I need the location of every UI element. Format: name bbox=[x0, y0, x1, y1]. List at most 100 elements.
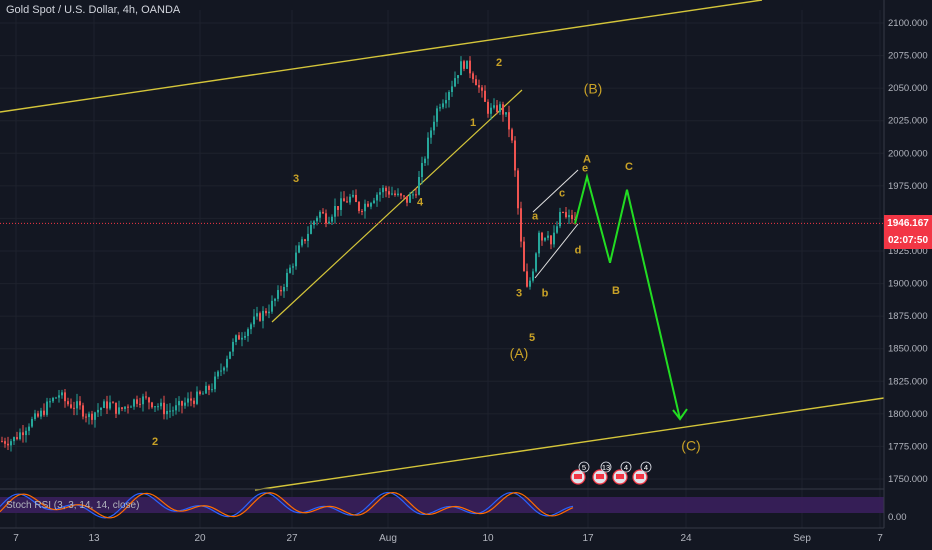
candle-112 bbox=[337, 205, 339, 217]
wave-label-17: (C) bbox=[681, 437, 700, 453]
time-axis[interactable]: 7 13 20 27 Aug 10 17 24 Sep 7 bbox=[0, 527, 932, 550]
candle-11 bbox=[34, 409, 36, 421]
candle-136 bbox=[409, 192, 411, 203]
candle-50 bbox=[151, 401, 153, 409]
chart-title: Gold Spot / U.S. Dollar, 4h, OANDA bbox=[6, 4, 181, 16]
price-tick-8: 1900.000 bbox=[888, 279, 928, 290]
candle-151 bbox=[454, 71, 456, 88]
svg-text:13: 13 bbox=[602, 463, 610, 472]
candle-154 bbox=[463, 59, 465, 72]
projection-arrowhead bbox=[672, 408, 688, 421]
candle-38 bbox=[115, 402, 117, 418]
stoch-rsi-panel bbox=[0, 488, 884, 519]
candle-170 bbox=[511, 127, 513, 144]
candle-23 bbox=[70, 398, 72, 409]
candle-172 bbox=[517, 168, 519, 215]
candle-39 bbox=[118, 400, 120, 415]
candle-35 bbox=[106, 395, 108, 414]
candle-178 bbox=[535, 252, 537, 273]
candle-150 bbox=[451, 80, 453, 97]
wave-label-11: d bbox=[575, 245, 582, 257]
candle-69 bbox=[208, 384, 210, 396]
candle-171 bbox=[514, 136, 516, 177]
time-tick-8: Sep bbox=[793, 533, 811, 544]
candle-88 bbox=[265, 308, 267, 316]
candle-103 bbox=[310, 220, 312, 235]
candle-61 bbox=[184, 397, 186, 409]
candle-27 bbox=[82, 402, 84, 420]
candle-106 bbox=[319, 210, 321, 223]
candle-72 bbox=[217, 370, 219, 380]
candle-10 bbox=[31, 416, 33, 428]
candle-56 bbox=[169, 403, 171, 418]
candle-81 bbox=[244, 331, 246, 340]
candle-148 bbox=[445, 92, 447, 109]
candle-183 bbox=[550, 234, 552, 250]
time-axis-bg bbox=[0, 528, 932, 550]
candle-128 bbox=[385, 185, 387, 198]
candle-161 bbox=[484, 85, 486, 102]
candle-162 bbox=[487, 99, 489, 118]
candle-134 bbox=[403, 195, 405, 200]
candle-63 bbox=[190, 391, 192, 407]
price-axis-bg bbox=[884, 0, 932, 550]
candle-108 bbox=[325, 209, 327, 228]
candle-118 bbox=[355, 189, 357, 203]
price-axis[interactable]: 2100.000 2075.000 2050.000 2025.000 2000.000… bbox=[883, 0, 932, 550]
candle-66 bbox=[199, 390, 201, 396]
candle-40 bbox=[121, 406, 123, 412]
event-badge-0: 5 bbox=[570, 461, 590, 485]
oscillator-label: Stoch RSI (3, 3, 14, 14, close) bbox=[6, 500, 140, 511]
candle-22 bbox=[67, 397, 69, 407]
candle-20 bbox=[61, 389, 63, 399]
candle-29 bbox=[88, 411, 90, 425]
candle-68 bbox=[205, 381, 207, 394]
event-badges[interactable]: 5 13 4 4 bbox=[570, 461, 652, 485]
candle-14 bbox=[43, 403, 45, 417]
candle-36 bbox=[109, 395, 111, 411]
candle-25 bbox=[76, 393, 78, 416]
candle-138 bbox=[415, 188, 417, 199]
candle-102 bbox=[307, 226, 309, 248]
candle-34 bbox=[103, 399, 105, 409]
candle-30 bbox=[91, 410, 93, 425]
candle-114 bbox=[343, 191, 345, 202]
price-tick-12: 1800.000 bbox=[888, 409, 928, 420]
price-tick-7: 1925.000 bbox=[888, 246, 928, 257]
wave-label-10: c bbox=[559, 187, 565, 199]
wave-label-12: e bbox=[582, 163, 588, 175]
wave-label-6: 5 bbox=[529, 332, 535, 344]
candle-111 bbox=[334, 198, 336, 224]
time-tick-5: 10 bbox=[482, 533, 494, 544]
wave-label-9: b bbox=[542, 288, 549, 300]
candle-174 bbox=[523, 236, 525, 272]
candle-159 bbox=[478, 79, 480, 93]
candle-149 bbox=[448, 90, 450, 108]
candle-95 bbox=[286, 268, 288, 292]
wave-label-1: 3 bbox=[293, 173, 299, 185]
candle-84 bbox=[253, 309, 255, 328]
candle-180 bbox=[541, 231, 543, 246]
candle-187 bbox=[562, 211, 564, 214]
candle-82 bbox=[247, 327, 249, 342]
candle-45 bbox=[136, 395, 138, 408]
candle-80 bbox=[241, 332, 243, 347]
candle-97 bbox=[292, 263, 294, 275]
candle-64 bbox=[193, 397, 195, 408]
candle-74 bbox=[223, 366, 225, 375]
wave-label-2: 4 bbox=[417, 196, 424, 208]
candle-96 bbox=[289, 264, 291, 274]
candle-85 bbox=[256, 306, 258, 320]
candle-125 bbox=[376, 192, 378, 207]
candle-146 bbox=[439, 103, 441, 112]
candle-65 bbox=[196, 386, 198, 406]
candle-145 bbox=[436, 105, 438, 127]
candle-181 bbox=[544, 237, 546, 242]
candle-5 bbox=[16, 431, 18, 441]
candle-32 bbox=[97, 403, 99, 418]
candle-42 bbox=[127, 404, 129, 414]
price-candles bbox=[1, 56, 576, 452]
price-tick-11: 1825.000 bbox=[888, 376, 928, 387]
candle-189 bbox=[568, 209, 570, 224]
